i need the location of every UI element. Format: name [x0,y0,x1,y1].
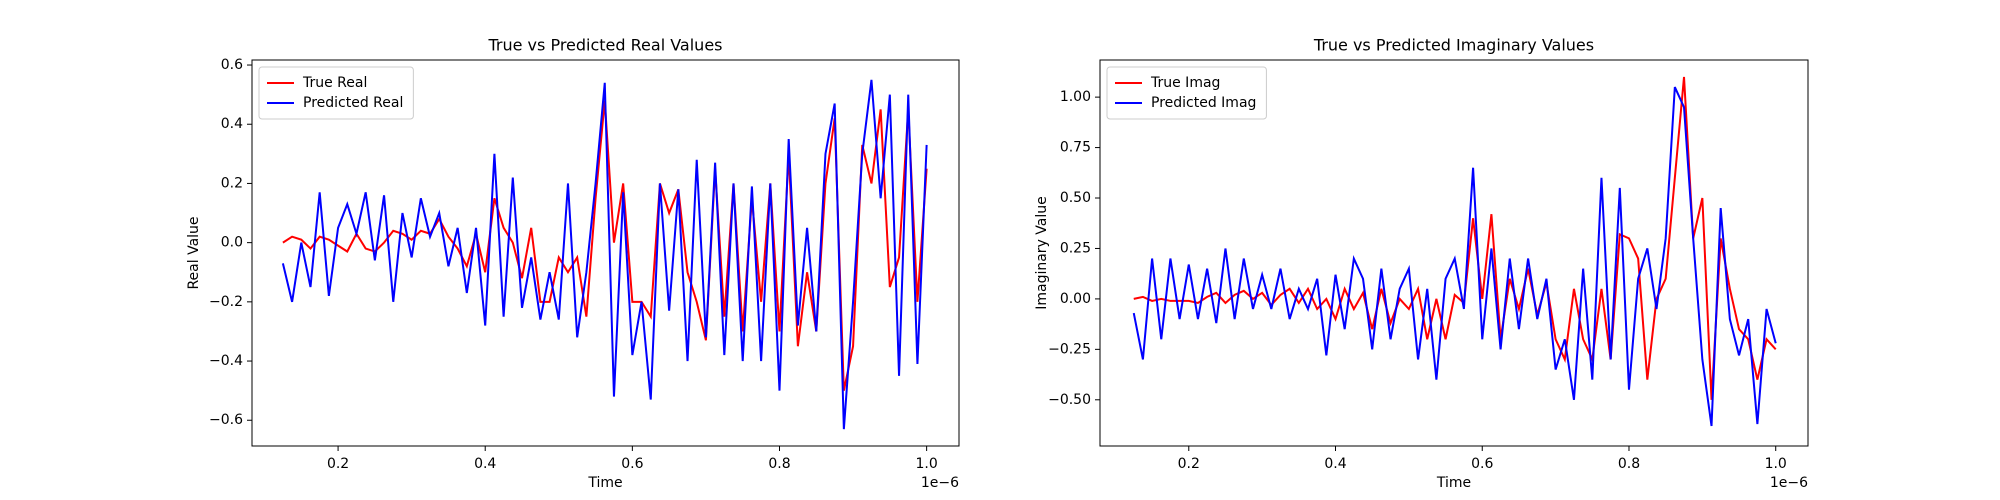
x-tick-label: 0.8 [768,456,790,472]
legend: True Real Predicted Real [258,66,414,120]
y-axis-label: Real Value [186,216,202,289]
y-tick-label: −0.2 [209,294,243,310]
legend-label: True Real [302,75,367,91]
y-tick-label: −0.25 [1048,341,1091,357]
legend: True Imag Predicted Imag [1106,66,1267,120]
legend-frame [1106,66,1267,120]
legend-frame [258,66,414,120]
x-tick-label: 0.6 [1471,456,1493,472]
x-tick-label: 0.4 [1324,456,1346,472]
y-tick-label: 0.4 [221,116,243,132]
x-tick-label: 0.2 [327,456,349,472]
series-line [282,100,928,391]
x-tick-label: 0.8 [1618,456,1640,472]
chart-title: True vs Predicted Imaginary Values [1313,36,1594,55]
y-tick-label: 0.00 [1060,291,1091,307]
y-tick-label: −0.50 [1048,392,1091,408]
legend-label: True Imag [1150,75,1220,91]
y-tick-label: 0.0 [221,235,243,251]
axes-frame [251,59,960,447]
x-tick-label: 0.4 [474,456,496,472]
x-axis-label: Time [1436,475,1471,491]
x-tick-label: 1.0 [1765,456,1787,472]
x-offset-label: 1e−6 [1770,475,1808,491]
x-tick-label: 0.6 [621,456,643,472]
axes: True vs Predicted Imaginary Values Time Im… [1034,36,1809,491]
y-tick-label: 0.25 [1060,240,1091,256]
x-tick-label: 1.0 [915,456,937,472]
x-tick-label: 0.2 [1178,456,1200,472]
x-offset-label: 1e−6 [921,475,959,491]
y-tick-label: 1.00 [1060,89,1091,105]
series-line [1132,86,1777,427]
axes: True vs Predicted Real Values Time Real Va… [186,36,960,491]
chart-title: True vs Predicted Real Values [487,36,722,55]
series-line [1133,76,1777,400]
y-tick-label: 0.6 [221,57,243,73]
legend-label: Predicted Real [303,95,403,111]
legend-label: Predicted Imag [1151,95,1256,111]
series-line [281,79,928,430]
x-axis-label: Time [587,475,622,491]
y-tick-label: 0.2 [221,175,243,191]
y-tick-label: 0.75 [1060,140,1091,156]
y-tick-label: −0.6 [209,412,243,428]
y-axis-label: Imaginary Value [1034,196,1050,310]
y-tick-label: 0.50 [1060,190,1091,206]
axes-frame [1099,59,1809,447]
y-tick-label: −0.4 [209,353,243,369]
